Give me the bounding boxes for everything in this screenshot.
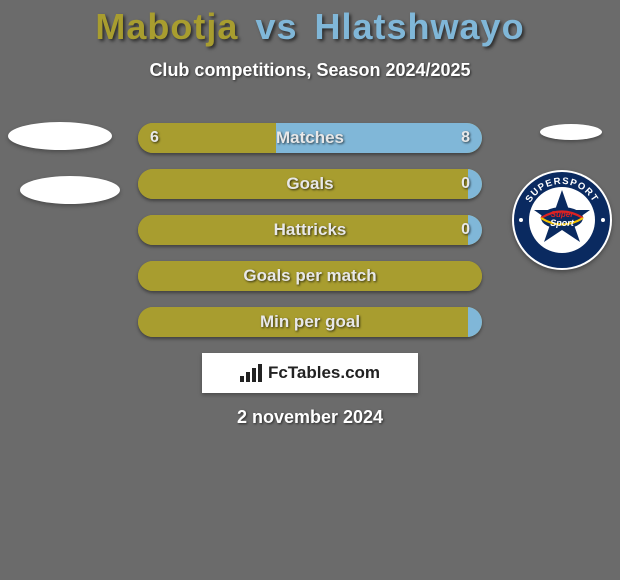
bar-label: Matches	[138, 123, 482, 153]
date-text: 2 november 2024	[0, 407, 620, 428]
bar-label: Hattricks	[138, 215, 482, 245]
comparison-bars: Matches68Goals0Hattricks0Goals per match…	[138, 123, 482, 337]
brand-text: FcTables.com	[268, 363, 380, 383]
page-title: Mabotja vs Hlatshwayo	[0, 0, 620, 48]
bar-label: Goals	[138, 169, 482, 199]
bar-value-left: 6	[150, 123, 159, 153]
title-left: Mabotja	[95, 6, 238, 47]
ellipse-decor	[540, 124, 602, 140]
ellipse-decor	[8, 122, 112, 150]
club-badge: SUPERSPORT UNITED FC Super Sport	[512, 126, 612, 270]
title-vs: vs	[255, 6, 297, 47]
bars-icon	[240, 364, 262, 382]
svg-text:Sport: Sport	[550, 218, 575, 228]
bar-label: Min per goal	[138, 307, 482, 337]
stat-bar-row: Hattricks0	[138, 215, 482, 245]
club-badge-circle: SUPERSPORT UNITED FC Super Sport	[512, 170, 612, 270]
bar-label: Goals per match	[138, 261, 482, 291]
stat-bar-row: Matches6 8	[138, 123, 482, 153]
bar-value-right: 8	[461, 123, 470, 153]
subtitle: Club competitions, Season 2024/2025	[0, 60, 620, 81]
title-right: Hlatshwayo	[315, 6, 525, 47]
stat-bar-row: Goals per match	[138, 261, 482, 291]
ellipse-decor	[20, 176, 120, 204]
brand-box: FcTables.com	[202, 353, 418, 393]
club-badge-icon: SUPERSPORT UNITED FC Super Sport	[512, 170, 612, 270]
stat-bar-row: Min per goal	[138, 307, 482, 337]
stat-bar-row: Goals0	[138, 169, 482, 199]
bar-value-right: 0	[461, 169, 470, 199]
bar-value-right: 0	[461, 215, 470, 245]
